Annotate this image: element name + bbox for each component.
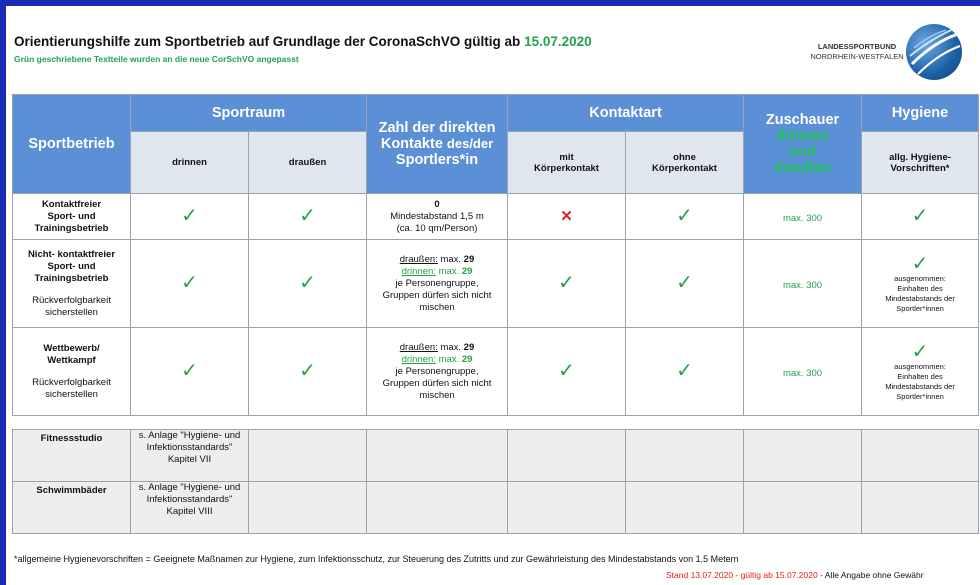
header-kontaktart: Kontaktart bbox=[507, 94, 745, 132]
logo-emblem-icon bbox=[906, 24, 962, 80]
subheader-mit-kontakt: mit Körperkontakt bbox=[507, 131, 627, 194]
title-date: 15.07.2020 bbox=[524, 34, 592, 49]
subheader-draussen: draußen bbox=[247, 131, 368, 194]
subheader-hygiene-vorschriften: allg. Hygiene- Vorschriften* bbox=[861, 131, 980, 194]
check-icon: ✓ bbox=[625, 239, 745, 328]
header-kontakte: Zahl der direkten Kontakte des/der Sport… bbox=[366, 94, 509, 194]
check-icon: ✓ bbox=[911, 252, 929, 275]
stand-line: Stand 13.07.2020 - gültig ab 15.07.2020 … bbox=[666, 570, 924, 580]
lsb-logo: LANDESSPORTBUND NORDRHEIN-WESTFALEN bbox=[802, 20, 972, 80]
table-row: Schwimmbäder s. Anlage "Hygiene- und Inf… bbox=[12, 481, 980, 534]
page-subtitle: Grün geschriebene Textteile wurden an di… bbox=[14, 54, 299, 64]
zuschauer-cell: max. 300 bbox=[743, 239, 863, 328]
sport-table: Sportbetrieb Sportraum Zahl der direkten… bbox=[12, 94, 980, 534]
check-icon: ✓ bbox=[861, 193, 980, 240]
zuschauer-cell: max. 300 bbox=[743, 327, 863, 416]
hygiene-cell: ✓ ausgenommen: Einhalten des Mindestabst… bbox=[861, 239, 980, 328]
row-label: Nicht- kontaktfreier Sport- und Training… bbox=[12, 239, 131, 328]
row-label: Wettbewerb/ Wettkampf Rückverfolgbarkeit… bbox=[12, 327, 131, 416]
header-sportraum: Sportraum bbox=[129, 94, 368, 132]
subheader-ohne-kontakt: ohne Körperkontakt bbox=[625, 131, 745, 194]
table-row: Fitnessstudio s. Anlage "Hygiene- und In… bbox=[12, 429, 980, 482]
row-label: Fitnessstudio bbox=[12, 429, 131, 482]
kontakte-cell: 0 Mindestabstand 1,5 m (ca. 10 qm/Person… bbox=[366, 193, 509, 240]
check-icon: ✓ bbox=[507, 327, 627, 416]
table-row: Kontaktfreier Sport- und Trainingsbetrie… bbox=[12, 193, 980, 240]
check-icon: ✓ bbox=[247, 327, 368, 416]
zuschauer-cell: max. 300 bbox=[743, 193, 863, 240]
page-title: Orientierungshilfe zum Sportbetrieb auf … bbox=[14, 34, 592, 49]
table-row: Wettbewerb/ Wettkampf Rückverfolgbarkeit… bbox=[12, 327, 980, 416]
header-zuschauer: Zuschauer drinnen und draußen bbox=[743, 94, 863, 194]
check-icon: ✓ bbox=[130, 327, 249, 416]
row-label: Kontaktfreier Sport- und Trainingsbetrie… bbox=[12, 193, 131, 240]
header-hygiene: Hygiene bbox=[861, 94, 980, 132]
anlage-reference: s. Anlage "Hygiene- und Infektionsstanda… bbox=[130, 481, 249, 534]
kontakte-cell: draußen: max. 29 drinnen: max. 29 je Per… bbox=[366, 327, 509, 416]
check-icon: ✓ bbox=[911, 340, 929, 363]
subheader-drinnen: drinnen bbox=[130, 131, 249, 194]
cross-icon: ✕ bbox=[507, 193, 627, 240]
footnote: *allgemeine Hygienevorschriften = Geeign… bbox=[14, 554, 739, 564]
logo-text: LANDESSPORTBUND NORDRHEIN-WESTFALEN bbox=[810, 42, 904, 61]
check-icon: ✓ bbox=[130, 193, 249, 240]
kontakte-cell: draußen: max. 29 drinnen: max. 29 je Per… bbox=[366, 239, 509, 328]
row-label: Schwimmbäder bbox=[12, 481, 131, 534]
check-icon: ✓ bbox=[625, 327, 745, 416]
header-sportbetrieb: Sportbetrieb bbox=[12, 94, 131, 194]
spacer-row bbox=[12, 415, 979, 430]
check-icon: ✓ bbox=[247, 193, 368, 240]
anlage-reference: s. Anlage "Hygiene- und Infektionsstanda… bbox=[130, 429, 249, 482]
document-page: Orientierungshilfe zum Sportbetrieb auf … bbox=[6, 6, 980, 585]
check-icon: ✓ bbox=[507, 239, 627, 328]
table-row: Nicht- kontaktfreier Sport- und Training… bbox=[12, 239, 980, 328]
check-icon: ✓ bbox=[247, 239, 368, 328]
check-icon: ✓ bbox=[625, 193, 745, 240]
hygiene-cell: ✓ ausgenommen: Einhalten des Mindestabst… bbox=[861, 327, 980, 416]
check-icon: ✓ bbox=[130, 239, 249, 328]
